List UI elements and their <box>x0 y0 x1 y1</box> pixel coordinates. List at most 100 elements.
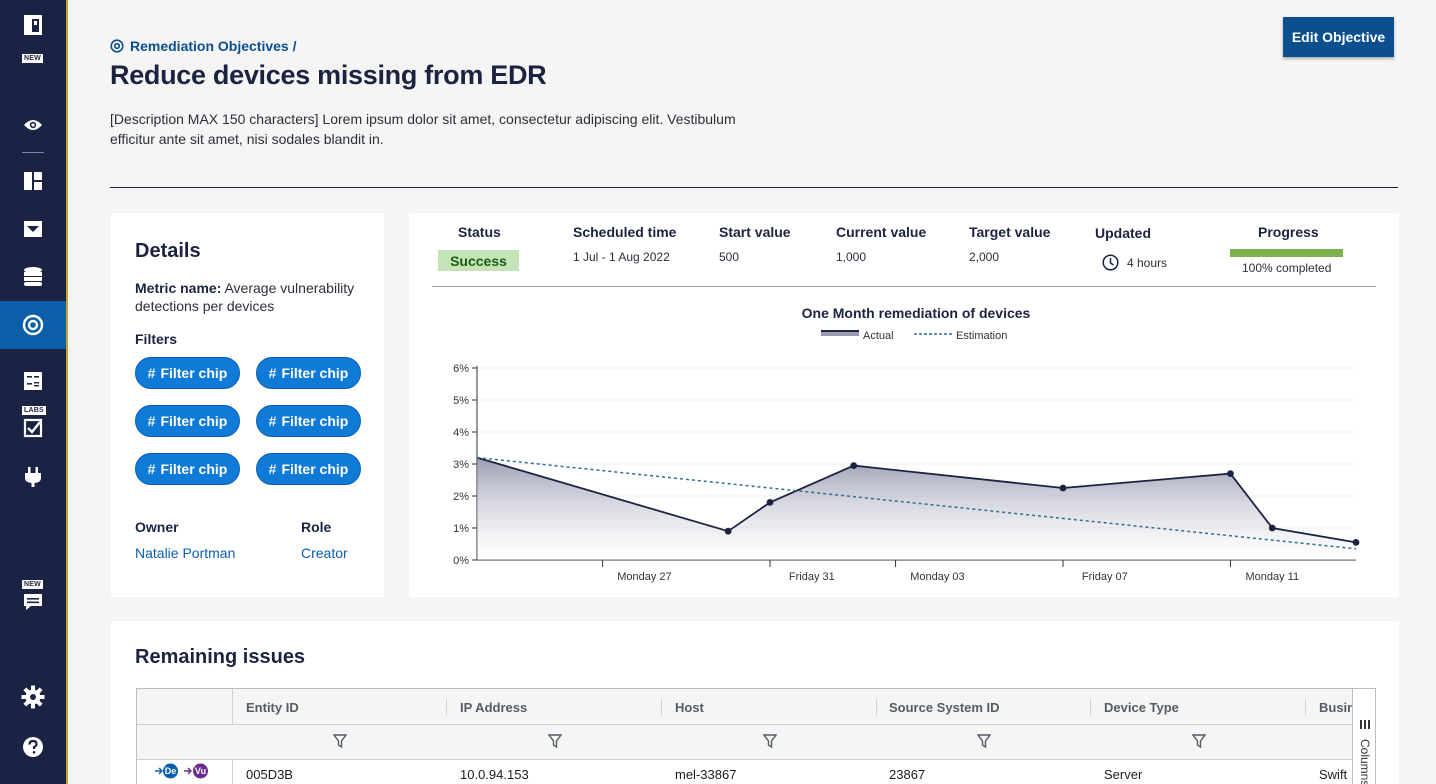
sidebar-item-feedback[interactable] <box>0 590 66 614</box>
inbox-icon <box>24 221 42 237</box>
header-divider <box>110 187 1398 188</box>
remaining-issues-card: Remaining issues Entity ID IP Address Ho… <box>111 621 1399 784</box>
actual-point <box>1268 524 1276 532</box>
sidebar-item-calculator[interactable] <box>0 366 66 396</box>
page-description: [Description MAX 150 characters] Lorem i… <box>110 111 736 147</box>
cell-ip-address[interactable]: 10.0.94.153 <box>460 767 529 782</box>
filter-chip-label: Filter chip <box>160 365 228 381</box>
hash-icon: # <box>147 461 156 477</box>
table-row[interactable]: De Vu 005D3B 10.0.94.153 mel-33867 23867… <box>137 760 1353 784</box>
y-tick-label: 4% <box>453 427 469 439</box>
column-divider <box>232 689 233 760</box>
progress-value: 100% completed <box>1242 261 1332 275</box>
sidebar-item-overview[interactable] <box>0 110 66 140</box>
logo-icon <box>24 15 42 35</box>
sidebar-divider <box>22 152 44 153</box>
column-separator[interactable] <box>876 699 877 715</box>
column-header-ip-address[interactable]: IP Address <box>460 700 528 715</box>
filter-chip[interactable]: # Filter chip <box>256 453 361 485</box>
x-tick-label: Friday 07 <box>1082 571 1128 583</box>
filter-chip[interactable]: # Filter chip <box>135 453 240 485</box>
eye-icon <box>24 120 42 130</box>
cell-source-system-id[interactable]: 23867 <box>889 767 926 782</box>
sidebar-item-objectives[interactable] <box>0 301 66 349</box>
remaining-issues-title: Remaining issues <box>135 646 306 668</box>
hash-icon: # <box>268 365 277 381</box>
column-header-entity-id[interactable]: Entity ID <box>246 700 299 715</box>
filter-funnel-icon[interactable] <box>1192 734 1206 749</box>
column-header-source-system-id[interactable]: Source System ID <box>889 700 1000 715</box>
y-tick-label: 0% <box>453 555 469 567</box>
labs-badge: LABS <box>22 406 46 415</box>
column-header-host[interactable]: Host <box>675 700 704 715</box>
gear-icon <box>21 685 45 709</box>
sidebar-item-integrations[interactable] <box>0 462 66 492</box>
columns-icon <box>1360 720 1370 729</box>
sidebar-item-labs[interactable] <box>0 416 66 440</box>
edr-detection-icon: De <box>155 763 178 779</box>
x-tick-label: Friday 31 <box>789 571 835 583</box>
columns-panel-toggle[interactable]: Columns <box>1352 689 1375 784</box>
columns-panel-label: Columns <box>1358 739 1372 784</box>
breadcrumb[interactable]: Remediation Objectives / <box>110 38 297 54</box>
actual-point <box>724 527 732 535</box>
y-tick-label: 5% <box>453 395 469 407</box>
column-separator[interactable] <box>1090 699 1091 715</box>
column-divider <box>232 760 233 784</box>
filter-funnel-icon[interactable] <box>548 734 562 749</box>
hash-icon: # <box>147 413 156 429</box>
status-badge: Success <box>438 250 519 271</box>
cell-host[interactable]: mel-33867 <box>675 767 737 782</box>
stats-divider <box>432 286 1376 287</box>
sidebar-item-data[interactable] <box>0 262 66 292</box>
vulnerability-label: Vu <box>195 766 206 776</box>
table-filter-row <box>137 725 1353 760</box>
y-tick-label: 6% <box>453 363 469 375</box>
calculator-icon <box>24 372 42 390</box>
column-header-business[interactable]: Busin <box>1319 700 1356 715</box>
filter-funnel-icon[interactable] <box>763 734 777 749</box>
checklist-icon <box>23 418 43 438</box>
scheduled-time-value: 1 Jul - 1 Aug 2022 <box>573 250 670 264</box>
hash-icon: # <box>268 461 277 477</box>
role-value[interactable]: Creator <box>301 545 348 561</box>
column-separator[interactable] <box>1305 699 1306 715</box>
filter-chip[interactable]: # Filter chip <box>256 357 361 389</box>
column-separator[interactable] <box>661 699 662 715</box>
progress-bar <box>1230 249 1343 257</box>
filter-chip[interactable]: # Filter chip <box>256 405 361 437</box>
filter-chip[interactable]: # Filter chip <box>135 357 240 389</box>
detection-pill[interactable]: De <box>155 762 179 780</box>
breadcrumb-label[interactable]: Remediation Objectives / <box>130 38 297 54</box>
logo[interactable] <box>0 14 66 36</box>
legend-actual-swatch <box>821 331 859 336</box>
filter-chip-label: Filter chip <box>281 413 349 429</box>
legend-estimation-label: Estimation <box>956 330 1007 342</box>
clock-icon <box>1102 254 1119 271</box>
actual-point <box>1059 484 1067 492</box>
chat-new-badge: NEW <box>22 580 43 589</box>
x-tick-label: Monday 11 <box>1245 571 1299 583</box>
edit-objective-button[interactable]: Edit Objective <box>1283 17 1394 57</box>
metric-name: Metric name: Average vulnerability detec… <box>135 279 370 315</box>
column-separator[interactable] <box>446 699 447 715</box>
sidebar-item-settings[interactable] <box>0 682 66 712</box>
cell-device-type[interactable]: Server <box>1104 767 1143 782</box>
cell-entity-id[interactable]: 005D3B <box>246 767 293 782</box>
sidebar-item-inbox[interactable] <box>0 214 66 244</box>
stats-card: Status Success Scheduled time 1 Jul - 1 … <box>409 213 1399 597</box>
cell-business[interactable]: Swift <box>1319 767 1348 782</box>
page-title: Reduce devices missing from EDR <box>110 60 547 90</box>
column-header-device-type[interactable]: Device Type <box>1104 700 1179 715</box>
sidebar-item-help[interactable] <box>0 732 66 762</box>
owner-value[interactable]: Natalie Portman <box>135 545 236 561</box>
filter-chip[interactable]: # Filter chip <box>135 405 240 437</box>
details-title: Details <box>135 240 201 262</box>
filter-funnel-icon[interactable] <box>977 734 991 749</box>
vulnerability-pill[interactable]: Vu <box>184 762 212 780</box>
actual-line <box>476 456 1357 544</box>
filter-funnel-icon[interactable] <box>333 734 347 749</box>
chat-icon <box>24 594 42 610</box>
status-label: Status <box>458 224 501 240</box>
sidebar-item-dashboards[interactable] <box>0 166 66 196</box>
